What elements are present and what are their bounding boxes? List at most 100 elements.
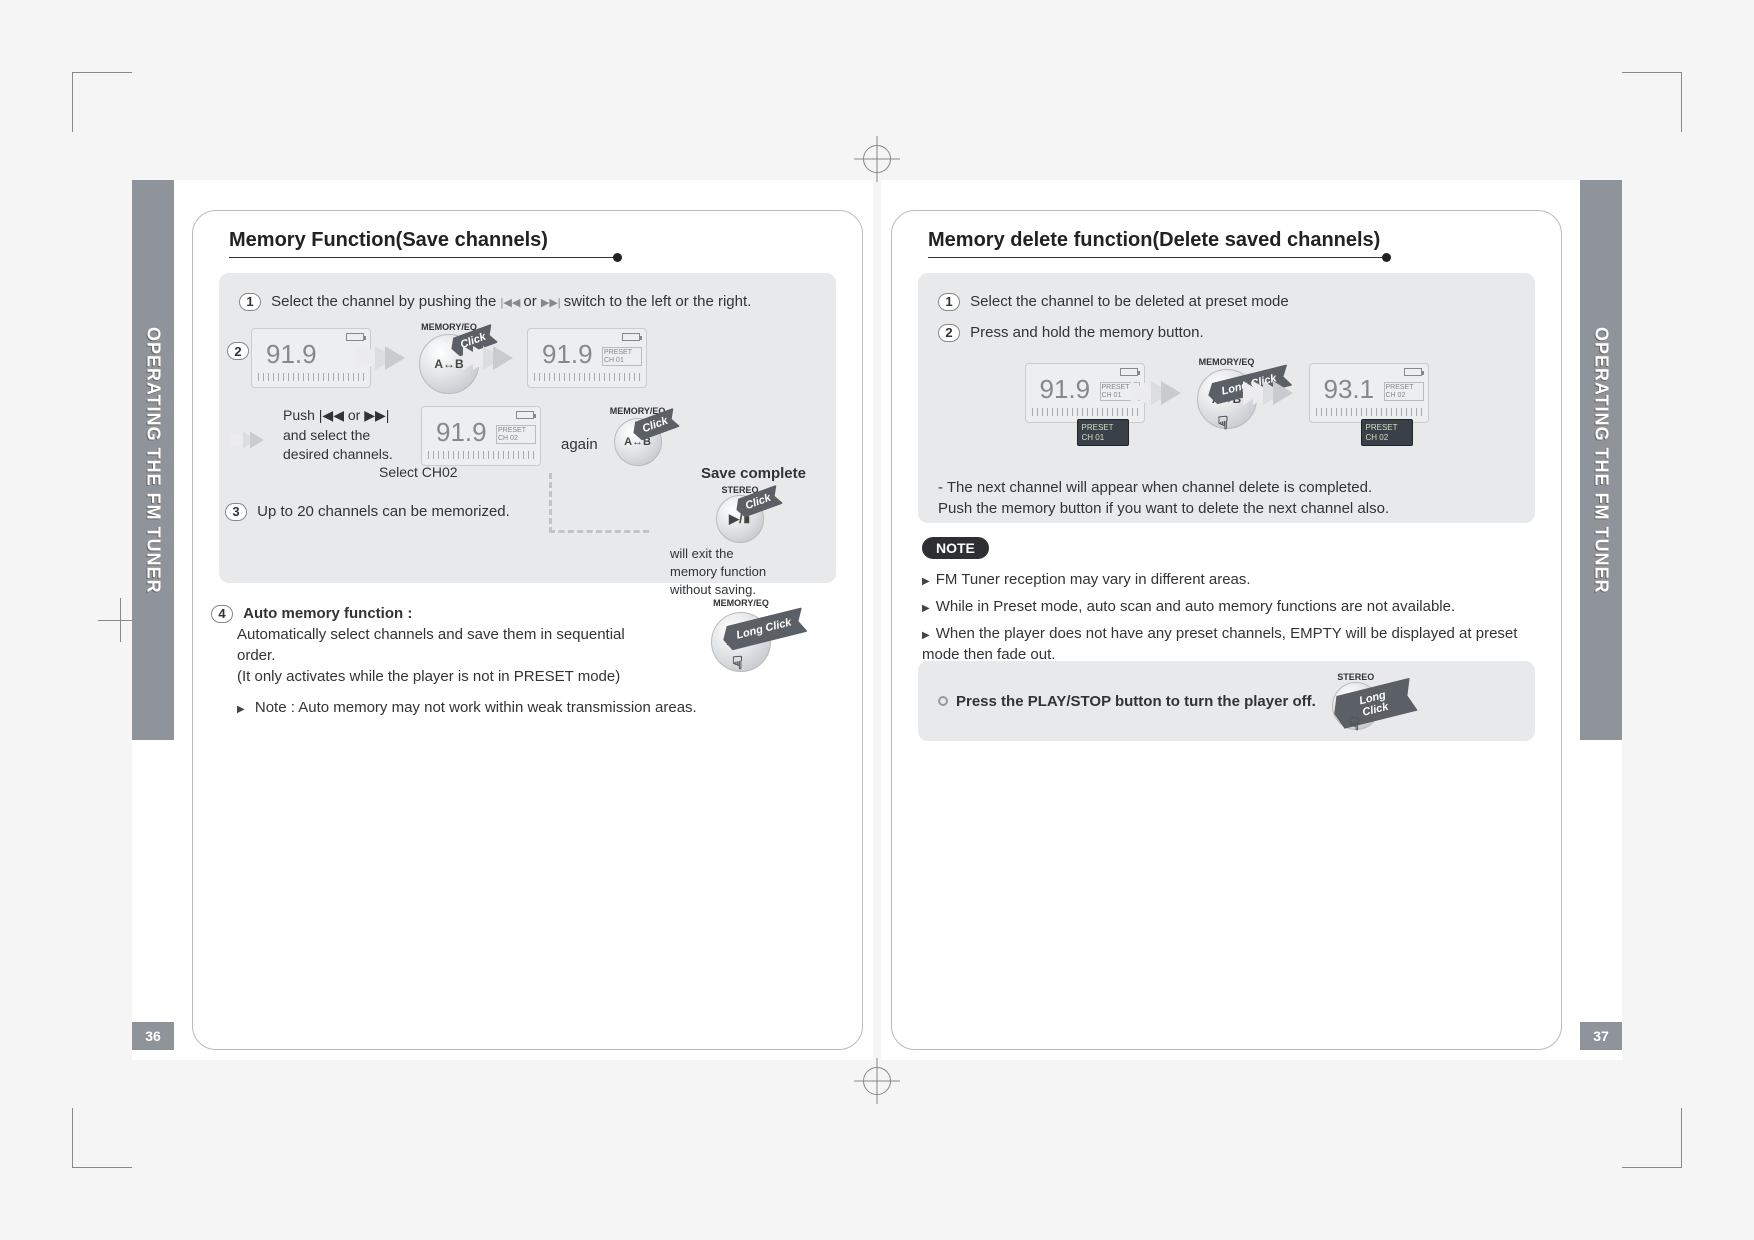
again-label: again <box>561 434 598 455</box>
step-badge: 3 <box>225 503 247 521</box>
registration-mark <box>110 610 130 630</box>
lcd-wrap: 93.1 PRESETCH 02 PRESET CH 02 <box>1309 363 1429 423</box>
title-dot <box>1382 253 1391 262</box>
row-1: 2 91.9 MEMORY/EQ A↔B Click <box>239 322 816 394</box>
step4-title: Auto memory function : <box>243 605 412 622</box>
battery-icon <box>516 411 534 419</box>
title-rule <box>928 257 1388 258</box>
tuning-scale <box>258 373 364 381</box>
note-item: FM Tuner reception may vary in different… <box>922 569 1531 590</box>
or-text: or <box>523 293 536 310</box>
row-2: Push |◀◀ or ▶▶| and select the desired c… <box>239 406 816 466</box>
lcd-display: 91.9 <box>251 328 371 388</box>
save-complete: Save complete <box>701 463 806 484</box>
side-tab-text: OPERATING THE FM TUNER <box>1591 327 1612 594</box>
dotted-path <box>549 473 649 533</box>
freq: 91.9 <box>542 339 593 370</box>
steps-box: 1 Select the channel by pushing the |◀◀ … <box>219 273 836 583</box>
registration-mark <box>863 1067 891 1095</box>
panel-delete: Memory delete function(Delete saved chan… <box>891 210 1562 1050</box>
battery-icon <box>346 333 364 341</box>
page-right: OPERATING THE FM TUNER 37 Memory delete … <box>881 180 1622 1060</box>
steps-box: 1 Select the channel to be deleted at pr… <box>918 273 1535 523</box>
lcd-wrap: 91.9 PRESETCH 01 PRESET CH 01 <box>1025 363 1145 423</box>
memory-knob[interactable]: A↔B Click <box>614 418 662 466</box>
arrow-icon <box>1273 381 1293 405</box>
freq: 91.9 <box>266 339 317 370</box>
play-button[interactable]: ▶/∎ Click <box>716 495 764 543</box>
tuning-scale <box>534 373 640 381</box>
knob-group: MEMORY/EQ A↔B Long Click ☟ <box>656 597 826 672</box>
memory-knob[interactable]: A↔B Long Click ☟ <box>711 612 771 672</box>
bullet-icon <box>938 696 948 706</box>
after-text: - The next channel will appear when chan… <box>938 477 1515 519</box>
page-number-right: 37 <box>1580 1022 1622 1050</box>
battery-icon <box>622 333 640 341</box>
select-ch02: Select CH02 <box>379 463 458 483</box>
page-left: OPERATING THE FM TUNER 36 Memory Functio… <box>132 180 873 1060</box>
title-rule <box>229 257 619 258</box>
step-1: 1 Select the channel by pushing the |◀◀ … <box>239 291 816 312</box>
panel-title: Memory delete function(Delete saved chan… <box>928 229 1380 252</box>
preset-badge: PRESETCH 02 <box>496 425 536 444</box>
freq: 93.1 <box>1324 374 1375 405</box>
step-4-block: MEMORY/EQ A↔B Long Click ☟ 4 Auto memory… <box>237 603 826 718</box>
knob-group: MEMORY/EQ A↔B Long Click ☟ <box>1197 357 1257 429</box>
step-badge: 2 <box>227 342 249 360</box>
tuning-scale <box>1316 408 1422 416</box>
knob-group: MEMORY/EQ A↔B Click <box>610 406 666 466</box>
stereo-exit-group: STEREO ▶/∎ Click will exit the memory fu… <box>670 485 810 600</box>
play-button[interactable]: ▶/∎ Long Click ☟ <box>1332 682 1380 730</box>
preset-badge: PRESETCH 01 <box>602 347 642 366</box>
lcd-display: 91.9 PRESETCH 01 <box>527 328 647 388</box>
arrow-icon <box>250 432 264 449</box>
tuning-scale <box>428 451 534 459</box>
step-badge: 1 <box>239 293 261 311</box>
title-dot <box>613 253 622 262</box>
side-tab-left: OPERATING THE FM TUNER <box>132 180 174 740</box>
hand-icon: ☟ <box>732 651 743 676</box>
knob-text: A↔B <box>434 357 463 371</box>
crop-mark <box>72 1108 132 1168</box>
step-2: 2 Press and hold the memory button. <box>938 322 1515 343</box>
note-block: NOTE FM Tuner reception may vary in diff… <box>922 537 1531 665</box>
memory-knob[interactable]: A↔B Click <box>419 334 479 394</box>
exit-text: will exit the memory function without sa… <box>670 545 810 600</box>
lcd-display: 93.1 PRESETCH 02 <box>1309 363 1429 423</box>
row-delete: 91.9 PRESETCH 01 PRESET CH 01 MEMORY/EQ … <box>938 357 1515 429</box>
step2-text: Press and hold the memory button. <box>970 324 1203 341</box>
step-1: 1 Select the channel to be deleted at pr… <box>938 291 1515 312</box>
step-badge: 2 <box>938 324 960 342</box>
freq: 91.9 <box>1040 374 1091 405</box>
step-badge: 1 <box>938 293 960 311</box>
lcd-display: 91.9 PRESETCH 01 <box>1025 363 1145 423</box>
lcd-display: 91.9 PRESETCH 02 <box>421 406 541 466</box>
memory-knob[interactable]: A↔B Long Click ☟ <box>1197 369 1257 429</box>
preset-badge: PRESETCH 01 <box>1100 382 1140 401</box>
press-off-text: Press the PLAY/STOP button to turn the p… <box>956 691 1316 712</box>
step-badge: 4 <box>211 605 233 623</box>
stereo-label: STEREO <box>670 485 810 495</box>
memory-eq-label: MEMORY/EQ <box>1197 357 1257 367</box>
note-line: Note : Auto memory may not work within w… <box>237 697 826 718</box>
side-tab-right: OPERATING THE FM TUNER <box>1580 180 1622 740</box>
arrow-icon <box>385 346 405 370</box>
knob-group: MEMORY/EQ A↔B Click <box>419 322 479 394</box>
crop-mark <box>1622 1108 1682 1168</box>
side-tab-text: OPERATING THE FM TUNER <box>143 327 164 594</box>
note-item: While in Preset mode, auto scan and auto… <box>922 596 1531 617</box>
arrow-icon <box>493 346 513 370</box>
preset-chip: PRESET CH 01 <box>1077 419 1129 446</box>
stereo-label: STEREO <box>1332 672 1380 682</box>
panel-save: Memory Function(Save channels) 1 Select … <box>192 210 863 1050</box>
crop-mark <box>1622 72 1682 132</box>
panel-title: Memory Function(Save channels) <box>229 229 548 252</box>
crop-mark <box>72 72 132 132</box>
power-knob-group: STEREO ▶/∎ Long Click ☟ <box>1332 672 1380 730</box>
step1-pre: Select the channel by pushing the <box>271 293 496 310</box>
rewind-icon: |◀◀ <box>501 297 524 309</box>
step-3: 3 Up to 20 channels can be memorized. <box>225 501 510 522</box>
hand-icon: ☟ <box>1349 714 1360 735</box>
long-click-label: Long Click <box>1330 678 1418 731</box>
hand-icon: ☟ <box>1218 413 1229 434</box>
